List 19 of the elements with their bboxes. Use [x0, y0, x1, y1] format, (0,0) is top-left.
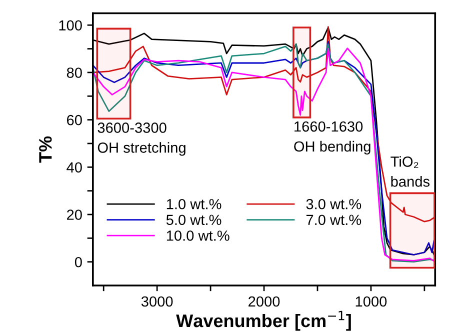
y-tick-label: 60 — [67, 114, 82, 126]
band-label: 3600-3300 OH stretching — [98, 122, 186, 156]
legend-label: 3.0 wt.% — [306, 198, 362, 210]
band-label: 1660-1630 OH bending — [294, 121, 370, 155]
legend-label: 10.0 wt.% — [166, 230, 230, 241]
legend-label: 5.0 wt.% — [166, 214, 222, 226]
y-tick-label: 80 — [66, 68, 82, 78]
legend-label: 7.0 wt.% — [306, 214, 362, 226]
y-tick-label: 40 — [66, 162, 82, 173]
x-axis-title: Wavenumber [cm$^{−1}$] — [176, 310, 351, 331]
band-label: TiO₂ bands — [390, 156, 430, 187]
legend-label: 1.0 wt.% — [166, 198, 222, 210]
x-tick-label: 2000 — [248, 296, 280, 307]
x-tick-label: 1000 — [356, 296, 387, 307]
y-tick-label: 20 — [67, 210, 82, 220]
y-tick-label: 100 — [59, 20, 82, 31]
y-tick-label: 0 — [74, 256, 82, 268]
x-tick-label: 3000 — [141, 296, 173, 307]
y-axis-title: T% — [39, 136, 52, 163]
